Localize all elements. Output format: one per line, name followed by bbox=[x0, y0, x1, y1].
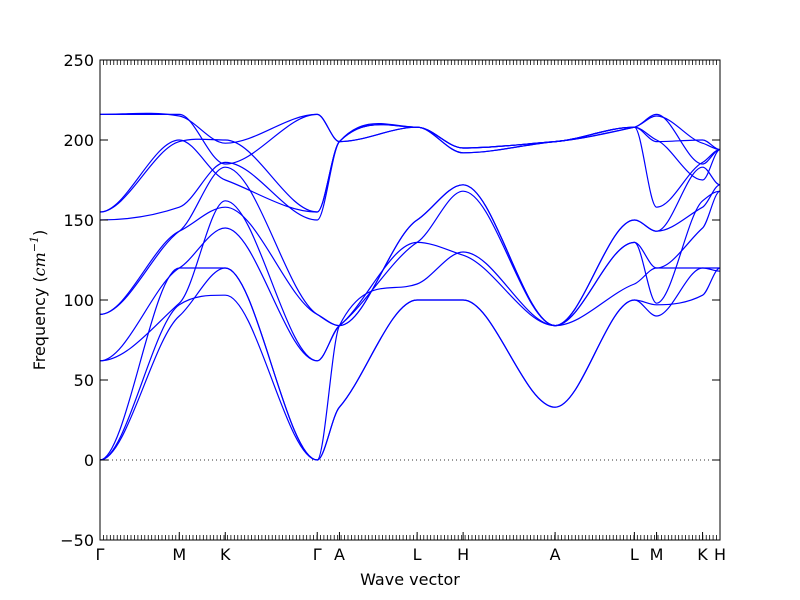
x-tick-label: A bbox=[334, 545, 345, 564]
band-line-12 bbox=[99, 124, 721, 213]
y-tick-label: −50 bbox=[60, 531, 94, 550]
y-tick-label: 50 bbox=[74, 371, 94, 390]
x-tick-label: K bbox=[220, 545, 231, 564]
y-axis-label-text: Frequency ( bbox=[30, 276, 49, 370]
band-line-7 bbox=[99, 166, 721, 327]
x-tick-label: A bbox=[550, 545, 561, 564]
y-axis-label-exponent: −1 bbox=[28, 236, 41, 252]
x-tick-label: M bbox=[650, 545, 664, 564]
y-axis-label-close: ) bbox=[30, 230, 49, 236]
y-tick-label: 100 bbox=[63, 291, 94, 310]
band-line-5 bbox=[99, 190, 721, 362]
x-tick-label: K bbox=[697, 545, 708, 564]
y-tick-label: 200 bbox=[63, 131, 94, 150]
minor-tick-layer bbox=[99, 60, 721, 540]
y-tick-label: 250 bbox=[63, 51, 94, 70]
y-tick-label: 0 bbox=[84, 451, 94, 470]
y-axis-label: Frequency (cm−1) bbox=[28, 230, 49, 371]
band-line-2 bbox=[99, 267, 721, 461]
band-lines bbox=[99, 112, 721, 461]
x-axis-label: Wave vector bbox=[360, 570, 460, 589]
x-tick-label: H bbox=[457, 545, 469, 564]
band-line-1 bbox=[99, 267, 720, 461]
y-axis-ticks: −50 0 50 100 150 200 250 bbox=[60, 51, 720, 550]
x-tick-label: H bbox=[714, 545, 726, 564]
band-line-4 bbox=[99, 190, 721, 362]
x-tick-label: Γ bbox=[96, 545, 105, 564]
band-line-8 bbox=[99, 122, 721, 221]
x-tick-label: L bbox=[413, 545, 422, 564]
y-axis-label-unit: cm bbox=[30, 252, 49, 276]
y-tick-label: 150 bbox=[63, 211, 94, 230]
band-line-3 bbox=[99, 251, 721, 461]
band-line-9 bbox=[99, 124, 721, 213]
x-tick-label: Γ bbox=[313, 545, 322, 564]
x-tick-label: L bbox=[630, 545, 639, 564]
x-tick-label: M bbox=[172, 545, 186, 564]
band-line-11 bbox=[99, 112, 721, 154]
